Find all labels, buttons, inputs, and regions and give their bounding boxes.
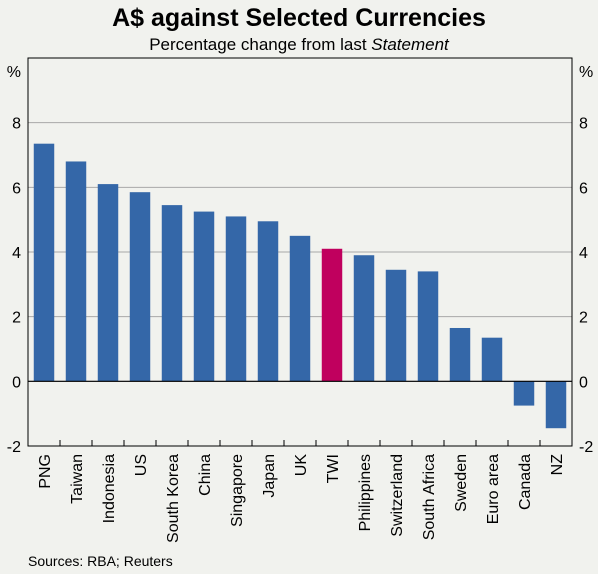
x-tick-label: South Africa (421, 454, 438, 540)
y-unit-right: % (579, 64, 593, 81)
x-tick-label: South Korea (165, 454, 182, 543)
x-tick-label: TWI (325, 454, 342, 483)
bar-twi (321, 248, 343, 382)
y-tick-label-right: 0 (579, 374, 588, 391)
y-tick-label-right: 2 (579, 310, 588, 327)
bar-south-korea (161, 205, 183, 382)
bar-switzerland (385, 269, 407, 382)
subtitle-main: Percentage change from last (149, 35, 372, 54)
chart-subtitle: Percentage change from last Statement (0, 35, 598, 55)
source-note: Sources: RBA; Reuters (28, 553, 173, 569)
x-tick-label: Switzerland (389, 454, 406, 537)
bar-uk (289, 235, 311, 382)
y-tick-label-left: 6 (12, 180, 21, 197)
bar-singapore (225, 216, 247, 382)
subtitle-italic: Statement (371, 35, 449, 54)
bar-sweden (449, 327, 471, 382)
bar-nz (545, 381, 567, 429)
bar-philippines (353, 255, 375, 382)
bar-euro-area (481, 337, 503, 382)
y-tick-label-left: 4 (12, 245, 21, 262)
x-tick-label: NZ (549, 454, 566, 476)
y-tick-label-right: -2 (579, 439, 593, 456)
bar-japan (257, 221, 279, 382)
x-tick-label: Singapore (229, 454, 246, 527)
y-tick-label-left: -2 (7, 439, 21, 456)
x-tick-label: Indonesia (101, 454, 118, 523)
x-tick-label: China (197, 454, 214, 496)
bar-taiwan (65, 161, 87, 382)
y-tick-label-left: 8 (12, 116, 21, 133)
x-tick-label: US (133, 454, 150, 476)
y-unit-left: % (7, 64, 21, 81)
x-tick-label: Euro area (485, 454, 502, 524)
bar-png (33, 143, 55, 382)
bar-canada (513, 381, 535, 406)
x-tick-label: Japan (261, 454, 278, 498)
y-tick-label-right: 8 (579, 116, 588, 133)
x-tick-label: PNG (37, 454, 54, 489)
y-tick-label-left: 2 (12, 310, 21, 327)
bar-indonesia (97, 184, 119, 382)
x-tick-label: Canada (517, 454, 534, 510)
x-tick-label: Taiwan (69, 454, 86, 504)
x-tick-label: UK (293, 454, 310, 477)
x-tick-label: Sweden (453, 454, 470, 512)
bar-south-africa (417, 271, 439, 382)
y-tick-label-right: 6 (579, 180, 588, 197)
bar-us (129, 192, 151, 382)
plot-frame (27, 57, 573, 447)
chart-title: A$ against Selected Currencies (112, 4, 486, 32)
bar-china (193, 211, 215, 382)
x-tick-label: Philippines (357, 454, 374, 531)
y-tick-label-left: 0 (12, 374, 21, 391)
y-tick-label-right: 4 (579, 245, 588, 262)
